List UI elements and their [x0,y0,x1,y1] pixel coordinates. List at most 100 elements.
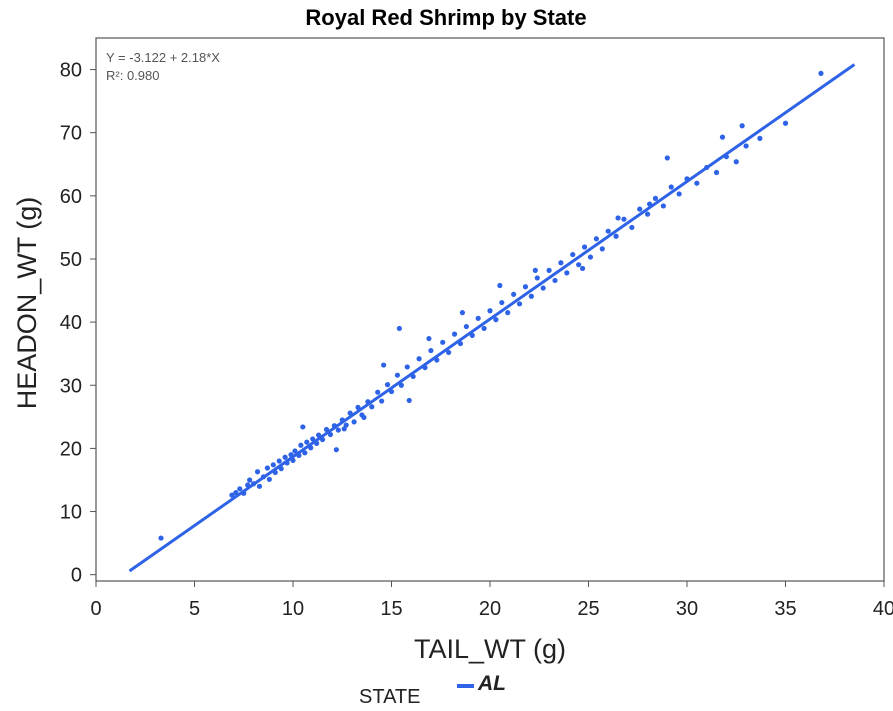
scatter-point [534,275,540,281]
y-tick-label: 50 [60,249,82,271]
scatter-point [351,419,357,425]
legend-title: STATE [359,686,420,708]
y-tick-label: 20 [60,438,82,460]
scatter-point [381,362,387,368]
scatter-point [254,469,261,475]
scatter-point [532,267,538,273]
scatter-point [664,155,670,161]
y-tick-label: 60 [60,186,82,208]
scatter-point [300,424,306,430]
scatter-point [652,195,659,201]
scatter-point [540,285,546,291]
scatter-point [292,448,298,454]
scatter-point [282,454,288,460]
scatter-point [743,143,749,149]
fit-line-layer [128,63,856,573]
scatter-point [270,462,276,468]
scatter-point [558,260,564,266]
scatter-point [487,308,493,314]
x-tick-label: 30 [676,598,698,620]
scatter-point [247,477,253,483]
scatter-point [298,442,304,448]
scatter-point [605,228,611,234]
scatter-point [668,184,674,190]
legend-series-label: AL [477,672,506,695]
x-tick-label: 20 [479,598,501,620]
fit-equation-label: Y = -3.122 + 2.18*X [106,50,220,65]
scatter-point [719,134,726,140]
x-tick-label: 0 [90,598,101,620]
chart-title: Royal Red Shrimp by State [305,5,586,30]
scatter-point [757,135,763,141]
scatter-point [621,216,627,222]
scatter-point [264,465,270,471]
scatter-point [428,347,434,354]
scatter-point [369,404,375,410]
scatter-point [493,317,499,323]
scatter-point [406,397,412,404]
scatter-point [516,301,523,307]
scatter-point [440,339,446,345]
scatter-point [459,310,466,316]
scatter-point [599,246,605,252]
scatter-point [333,447,339,453]
scatter-point [579,265,586,272]
y-tick-label: 40 [60,312,82,334]
scatter-point [564,270,570,276]
y-tick-label: 30 [60,375,82,397]
x-tick-label: 5 [189,598,200,620]
scatter-point [361,414,367,421]
scatter-point [310,436,316,442]
scatter-point [528,293,534,299]
scatter-point [451,331,458,337]
x-axis: 0 5 10 15 20 25 30 35 40 [90,581,893,620]
scatter-point [587,254,594,260]
scatter-point [505,310,511,316]
scatter-points [158,70,824,541]
scatter-point [256,483,263,489]
scatter-point [522,284,529,290]
scatter-point [660,203,666,209]
scatter-point [304,439,310,445]
scatter-point [552,277,558,284]
scatter-point [229,492,235,498]
scatter-point [266,476,272,482]
scatter-point [335,427,341,433]
scatter-point [302,450,308,456]
scatter-point [676,191,682,197]
scatter-point [475,315,481,321]
scatter-point [637,206,643,212]
x-tick-label: 35 [774,598,796,620]
scatter-point [398,382,404,388]
scatter-point [499,299,505,306]
scatter-point [233,490,239,496]
y-axis: 0 10 20 30 40 50 60 70 80 [60,60,96,587]
scatter-point [394,372,401,378]
scatter-point [739,123,745,129]
scatter-point [379,398,385,404]
scatter-point [384,382,391,388]
scatter-point [481,325,487,332]
scatter-point [158,535,164,541]
regression-line [128,63,856,573]
x-tick-label: 25 [577,598,599,620]
legend: STATE AL [359,672,506,708]
scatter-point [629,224,635,231]
scatter-point [593,236,599,242]
scatter-point [463,323,469,330]
x-axis-title: TAIL_WT (g) [414,634,566,664]
scatter-point [713,169,720,176]
scatter-point [581,244,588,250]
scatter-point [576,262,582,268]
scatter-point [341,426,347,432]
scatter-point [446,349,452,356]
x-tick-label: 40 [873,598,893,620]
scatter-point [782,120,789,126]
scatter-point [615,215,621,221]
scatter-point [276,458,282,464]
y-tick-label: 10 [60,502,82,524]
y-tick-label: 70 [60,123,82,145]
scatter-point [733,159,739,165]
scatter-point [497,282,503,289]
y-tick-label: 80 [60,60,82,82]
